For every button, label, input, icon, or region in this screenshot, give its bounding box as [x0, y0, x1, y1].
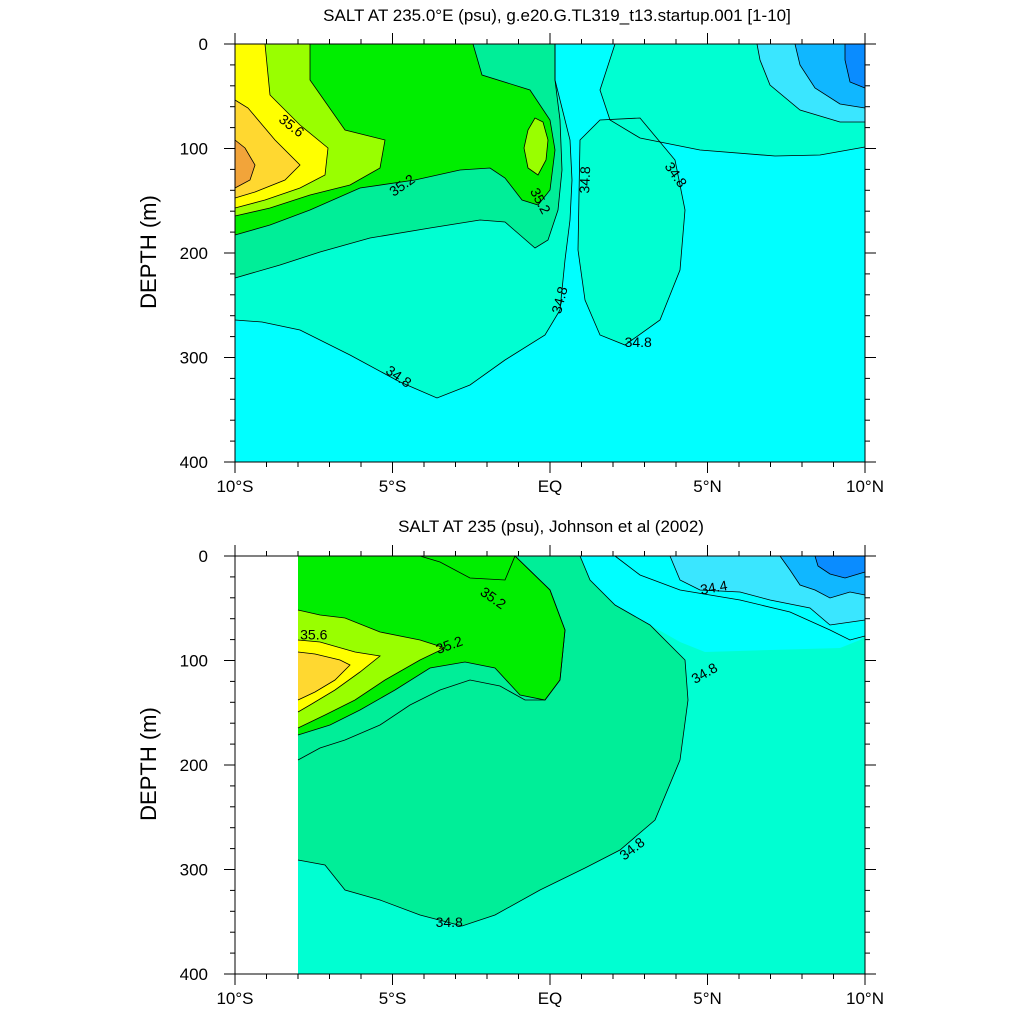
- top-isoline-36-2: [234, 139, 256, 189]
- bottom-isoline-35-0: [297, 555, 689, 927]
- bottom-isoline-34-6: [669, 555, 866, 626]
- bottom-x-tick-label: 10°N: [846, 989, 884, 1008]
- bottom-x-tick-label: EQ: [538, 989, 563, 1008]
- bottom-isoline-35-8: [297, 639, 381, 713]
- top-x-tick-label: 10°N: [846, 477, 884, 496]
- top-contour-label: 34.8: [625, 334, 652, 350]
- top-ylabel: DEPTH (m): [136, 195, 161, 309]
- top-x-tick-label: 10°S: [216, 477, 253, 496]
- top-contour-label-text: 34.8: [548, 285, 571, 316]
- top-y-tick-label: 200: [180, 244, 208, 263]
- top-isoline-35-4: [234, 43, 556, 236]
- top-x-tick-label: 5°N: [693, 477, 722, 496]
- bottom-x-tick-label: 5°S: [379, 989, 407, 1008]
- bottom-title: SALT AT 235 (psu), Johnson et al (2002): [398, 517, 704, 536]
- bottom-y-tick-label: 300: [180, 861, 208, 880]
- bottom-x-tick-label: 5°N: [693, 989, 722, 1008]
- bottom-axis-ticks: 10°S 5°S EQ 5°N 10°N 0 100 200 300 400: [180, 545, 884, 1008]
- top-x-tick-label: 5°S: [379, 477, 407, 496]
- top-isoline-36-0: [234, 99, 301, 199]
- bottom-x-tick-label: 10°S: [216, 989, 253, 1008]
- top-contour-label-text: 34.8: [576, 166, 593, 194]
- bottom-contour-label: 34.4: [699, 577, 729, 598]
- bottom-contour-label: 34.8: [436, 914, 463, 930]
- top-isoline-34-6: [756, 43, 865, 123]
- top-y-tick-label: 400: [180, 453, 208, 472]
- top-axis-ticks: 10°S 5°S EQ 5°N 10°N 0 100 200 300 400: [180, 33, 884, 496]
- bottom-contour-lines: [297, 555, 866, 927]
- bottom-contour-label-text: 35.6: [300, 626, 327, 642]
- top-isoline-35-0: [234, 44, 573, 399]
- bottom-contour-label-text: 34.4: [699, 577, 729, 598]
- top-fill-34-2: [845, 44, 865, 88]
- top-contour-label: 34.8: [576, 166, 593, 194]
- top-x-tick-label: EQ: [538, 477, 563, 496]
- top-isoline-35-0-b: [577, 117, 686, 346]
- top-contour-lines: [234, 43, 866, 399]
- top-title: SALT AT 235.0°E (psu), g.e20.G.TL319_t13…: [323, 6, 791, 25]
- bottom-isoline-34-2: [814, 555, 866, 579]
- bottom-isoline-34-4: [779, 555, 866, 599]
- top-isoline-34-2: [844, 44, 866, 89]
- top-contour-fills: [235, 44, 865, 462]
- bottom-fill-35-6: [298, 610, 445, 728]
- top-contour-label-text: 34.8: [625, 334, 652, 350]
- bottom-ylabel: DEPTH (m): [136, 707, 161, 821]
- top-isoline-35-0-c: [599, 43, 866, 157]
- top-isoline-35-6: [234, 44, 386, 217]
- bottom-contour-fills: [298, 556, 865, 974]
- bottom-fill-34-2: [815, 556, 865, 578]
- bottom-y-tick-label: 0: [199, 547, 208, 566]
- top-panel: SALT AT 235.0°E (psu), g.e20.G.TL319_t13…: [136, 6, 884, 496]
- bottom-contour-label-text: 34.8: [436, 914, 463, 930]
- bottom-isoline-36-0: [297, 651, 351, 701]
- top-isoline-34-4: [794, 43, 866, 109]
- top-y-tick-label: 300: [180, 349, 208, 368]
- bottom-contour-label: 35.6: [300, 626, 327, 642]
- bottom-y-tick-label: 400: [180, 965, 208, 984]
- top-fill-36-2: [235, 140, 255, 188]
- top-contour-label: 34.8: [548, 285, 571, 316]
- bottom-y-tick-label: 100: [180, 652, 208, 671]
- bottom-isoline-35-6: [297, 609, 447, 729]
- bottom-y-tick-label: 200: [180, 756, 208, 775]
- bottom-fill-36-0: [298, 652, 350, 700]
- top-y-tick-label: 0: [199, 35, 208, 54]
- top-isoline-35-2: [234, 44, 563, 279]
- top-y-tick-label: 100: [180, 140, 208, 159]
- top-isoline-35-6-b: [523, 117, 549, 176]
- bottom-fill-35-0: [298, 556, 865, 974]
- bottom-isoline-34-8-east: [614, 555, 866, 641]
- bottom-isoline-35-4: [297, 555, 566, 736]
- top-isoline-35-8: [234, 43, 329, 209]
- bottom-panel: SALT AT 235 (psu), Johnson et al (2002) …: [136, 517, 884, 1008]
